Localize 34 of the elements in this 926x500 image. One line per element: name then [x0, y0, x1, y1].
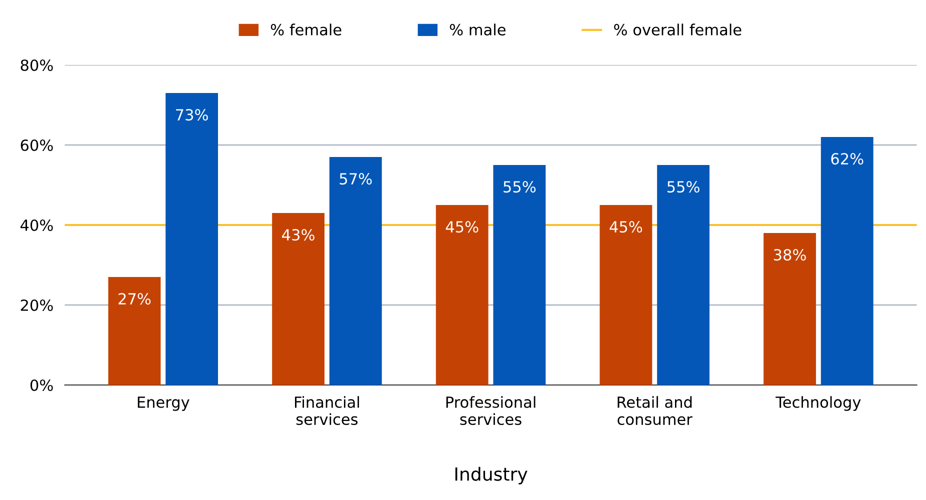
- x-tick-label: Energy: [138, 396, 190, 411]
- x-tick-label: Retail and consumer: [618, 396, 692, 426]
- data-label: 45%: [610, 221, 642, 233]
- data-label: 38%: [774, 249, 806, 261]
- bar: [493, 165, 546, 385]
- bar: [108, 277, 161, 385]
- x-axis-title: Industry: [455, 466, 528, 484]
- bar: [329, 157, 382, 385]
- bar: [820, 137, 874, 385]
- y-tick-label: 40%: [20, 219, 53, 232]
- data-label: 45%: [446, 221, 478, 233]
- data-label: 55%: [504, 181, 536, 193]
- data-label: 57%: [340, 173, 372, 185]
- bar: [600, 205, 652, 385]
- bar: [166, 93, 218, 385]
- data-label: 43%: [282, 229, 314, 241]
- data-label: 62%: [831, 153, 864, 165]
- bar: [272, 213, 324, 385]
- bar: [764, 233, 816, 385]
- legend-label: % female: [270, 24, 342, 36]
- x-tick-label: Financial services: [294, 396, 359, 426]
- data-label: 55%: [667, 181, 700, 193]
- y-tick-label: 20%: [20, 299, 53, 312]
- legend-label: % male: [450, 24, 506, 36]
- y-tick-label: 0%: [30, 379, 53, 392]
- legend-label: % overall female: [614, 24, 742, 36]
- data-label: 73%: [176, 109, 208, 121]
- y-tick-label: 80%: [20, 59, 53, 72]
- x-tick-label: Technology: [776, 396, 861, 411]
- bar: [657, 165, 710, 385]
- y-tick-label: 60%: [20, 139, 53, 152]
- bar: [436, 205, 488, 385]
- x-tick-label: Professional services: [446, 396, 536, 426]
- data-label: 27%: [118, 293, 151, 305]
